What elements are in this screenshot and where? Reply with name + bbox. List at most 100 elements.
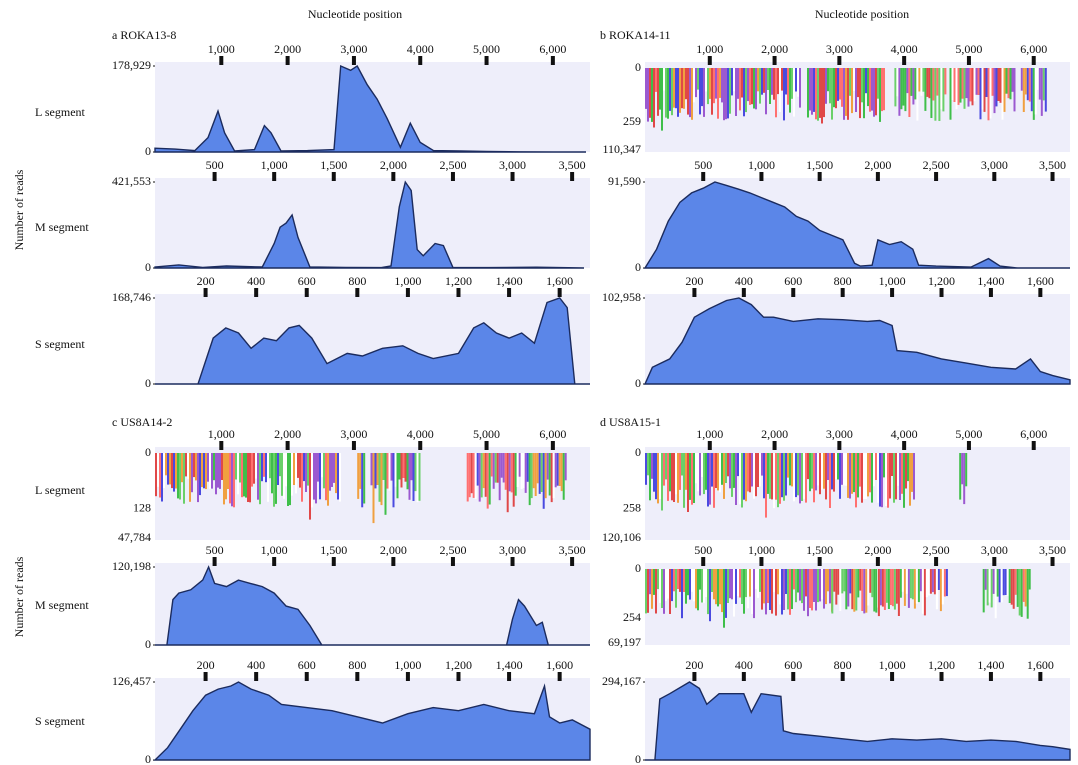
read-stripe bbox=[1005, 569, 1007, 595]
read-stripe bbox=[835, 453, 837, 479]
x-tick-mark bbox=[1032, 441, 1036, 450]
read-stripe bbox=[735, 453, 737, 505]
read-stripe bbox=[409, 453, 411, 500]
read-stripe bbox=[731, 68, 733, 95]
read-stripe bbox=[898, 569, 900, 616]
read-stripe bbox=[681, 68, 683, 108]
y-axis-title: Number of reads bbox=[12, 169, 26, 250]
read-stripe bbox=[645, 569, 647, 613]
read-stripe bbox=[861, 68, 863, 102]
read-stripe bbox=[769, 569, 771, 610]
read-stripe bbox=[327, 453, 329, 506]
read-stripe bbox=[729, 68, 731, 114]
read-stripe bbox=[998, 68, 1000, 101]
x-tick-mark bbox=[305, 288, 309, 297]
x-tick-label: 800 bbox=[348, 658, 366, 672]
x-tick-label: 200 bbox=[197, 274, 215, 288]
read-stripe bbox=[173, 453, 175, 492]
read-stripe bbox=[819, 569, 821, 601]
x-tick-label: 6,000 bbox=[539, 427, 566, 441]
read-stripe bbox=[771, 569, 773, 614]
read-stripe bbox=[219, 453, 221, 489]
read-stripe bbox=[878, 569, 880, 616]
y-tick-label: 0 bbox=[635, 376, 641, 390]
x-tick-mark bbox=[213, 172, 217, 181]
read-stripe bbox=[896, 569, 898, 604]
read-stripe bbox=[892, 569, 894, 606]
read-stripe bbox=[205, 453, 207, 489]
read-stripe bbox=[833, 569, 835, 592]
read-stripe bbox=[1025, 68, 1027, 95]
read-stripe bbox=[1023, 569, 1025, 602]
read-stripe bbox=[217, 453, 219, 488]
read-stripe bbox=[924, 569, 926, 615]
read-stripe bbox=[381, 453, 383, 505]
x-tick-mark bbox=[391, 172, 395, 181]
read-stripe bbox=[299, 453, 301, 488]
read-stripe bbox=[867, 569, 869, 606]
x-tick-mark bbox=[219, 56, 223, 65]
read-stripe bbox=[507, 453, 509, 512]
read-stripe bbox=[285, 453, 287, 486]
x-tick-label: 4,000 bbox=[407, 42, 434, 56]
read-stripe bbox=[699, 569, 701, 590]
read-stripe bbox=[475, 453, 477, 499]
x-tick-label: 1,500 bbox=[806, 158, 833, 172]
read-stripe bbox=[193, 453, 195, 477]
x-tick-label: 800 bbox=[834, 658, 852, 672]
read-stripe bbox=[847, 453, 849, 498]
x-tick-label: 2,000 bbox=[274, 427, 301, 441]
read-stripe bbox=[741, 68, 743, 98]
read-stripe bbox=[761, 453, 763, 476]
read-stripe bbox=[201, 453, 203, 487]
read-stripe bbox=[769, 453, 771, 499]
x-tick-label: 3,000 bbox=[981, 158, 1008, 172]
read-stripe bbox=[857, 453, 859, 497]
read-stripe bbox=[869, 569, 871, 593]
x-tick-mark bbox=[1032, 56, 1036, 65]
read-stripe bbox=[1043, 68, 1045, 100]
read-stripe bbox=[667, 453, 669, 501]
read-stripe bbox=[697, 453, 699, 491]
read-stripe bbox=[649, 68, 651, 118]
read-stripe bbox=[703, 453, 705, 494]
read-stripe bbox=[817, 68, 819, 121]
read-stripe bbox=[157, 453, 159, 487]
read-stripe bbox=[277, 453, 279, 485]
read-stripe bbox=[1012, 68, 1014, 92]
read-stripe bbox=[831, 68, 833, 120]
read-stripe bbox=[936, 569, 938, 609]
read-stripe bbox=[655, 68, 657, 92]
read-stripe bbox=[789, 569, 791, 615]
read-stripe bbox=[281, 453, 283, 496]
read-stripe bbox=[715, 569, 717, 604]
read-stripe bbox=[877, 68, 879, 99]
x-tick-label: 1,600 bbox=[546, 274, 573, 288]
read-stripe bbox=[165, 453, 167, 475]
read-stripe bbox=[785, 68, 787, 95]
read-stripe bbox=[697, 68, 699, 90]
x-tick-mark bbox=[818, 557, 822, 566]
read-stripe bbox=[659, 569, 661, 603]
read-stripe bbox=[924, 68, 926, 111]
read-stripe bbox=[361, 453, 363, 507]
read-stripe bbox=[469, 453, 471, 497]
x-tick-mark bbox=[841, 672, 845, 681]
x-tick-mark bbox=[352, 441, 356, 450]
read-stripe bbox=[711, 453, 713, 487]
y-axis-title: Number of reads bbox=[12, 556, 26, 637]
read-stripe bbox=[685, 68, 687, 99]
read-stripe bbox=[389, 453, 391, 491]
read-stripe bbox=[994, 68, 996, 113]
read-stripe bbox=[645, 68, 647, 109]
segment-label: M segment bbox=[35, 598, 89, 612]
read-stripe bbox=[987, 569, 989, 605]
read-stripe bbox=[827, 569, 829, 591]
read-stripe bbox=[1027, 68, 1029, 100]
read-stripe bbox=[837, 453, 839, 480]
read-stripe bbox=[877, 453, 879, 503]
x-tick-label: 3,500 bbox=[1039, 543, 1066, 557]
x-tick-label: 1,500 bbox=[806, 543, 833, 557]
read-stripe bbox=[267, 453, 269, 502]
read-stripe bbox=[839, 453, 841, 499]
